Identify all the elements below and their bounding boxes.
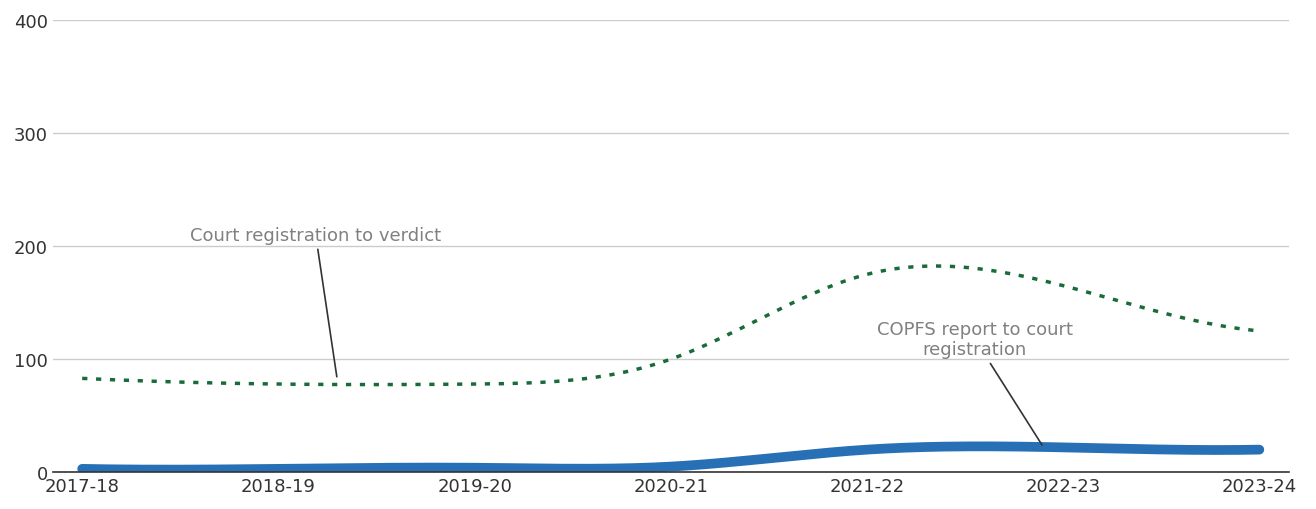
Text: COPFS report to court
registration: COPFS report to court registration [876,320,1073,445]
Text: Court registration to verdict: Court registration to verdict [190,227,441,377]
